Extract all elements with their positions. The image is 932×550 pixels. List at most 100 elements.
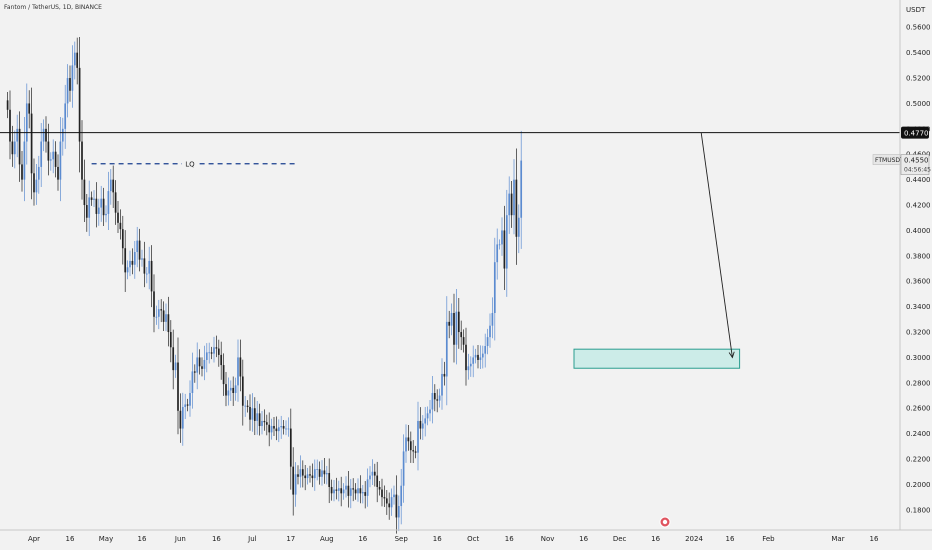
candle-body [138,240,141,260]
y-tick-label: 0.3000 [906,354,931,362]
candle-body [263,420,266,423]
candle-body [102,198,105,216]
y-tick-label: 0.2200 [906,456,931,464]
candle-body [64,103,67,129]
candle-body [165,314,167,322]
time-axis[interactable]: Apr 16 May 16 Jun 16 Jul 17 Aug 16 Sep 16 Oct 16 Nov 16… [28,535,879,543]
candle-body [9,109,11,142]
candle-body [95,198,98,214]
y-tick-label: 0.4000 [906,227,931,235]
candle-body [474,354,477,358]
x-tick-label: Mar [831,535,844,543]
candle-body [177,362,179,411]
candle-body [297,474,299,477]
candle-body [407,437,410,442]
x-tick-label: Apr [28,535,40,543]
candle-body [193,371,196,373]
candle-body [460,332,463,338]
candle-body [78,67,81,142]
y-tick-label: 0.4200 [906,202,931,210]
candle-body [287,428,290,430]
candle-body [277,427,280,432]
candle-body [109,179,112,192]
candle-body [249,406,251,420]
y-tick-label: 0.5400 [906,49,931,57]
candle-body [49,159,52,161]
candle-body [388,503,391,508]
candle-body [417,420,419,453]
candle-body [23,141,26,180]
y-tick-label: 0.3200 [906,329,931,337]
x-tick-label: 16 [138,535,147,543]
candle-body [54,151,57,167]
candle-body [395,494,398,518]
candle-body [203,359,206,369]
candle-body [294,474,297,495]
candle-body [136,240,139,253]
candle-body [76,52,79,68]
candle-body [179,410,182,429]
candle-body [16,128,19,142]
candle-body [462,337,465,345]
candle-body [304,475,307,479]
earnings-event-icon[interactable] [659,516,671,528]
candle-body [436,399,439,401]
candle-body [457,311,460,333]
candle-body [37,166,40,180]
candle-body [342,489,345,494]
x-tick-label: 16 [212,535,221,543]
candle-body [316,469,319,470]
countdown-timer: 04:56:45 [904,167,931,174]
candle-body [121,229,124,249]
candle-body [117,212,119,223]
candle-body [143,258,146,274]
x-tick-label: Dec [613,535,627,543]
candle-body [97,207,100,214]
candle-body [33,173,35,193]
candle-body [292,466,295,495]
candle-body [445,321,448,377]
candle-body [215,347,218,349]
candle-body [429,409,431,414]
candle-body [311,475,314,479]
candle-body [196,357,199,373]
last-price-box [900,154,930,175]
candle-body [309,474,311,476]
candle-body [47,141,50,161]
candle-body [340,488,343,494]
lq-label: LQ [185,160,195,168]
candle-body [275,428,278,432]
candle-body [376,475,379,487]
candle-body [112,179,115,193]
candle-body [85,205,88,218]
projection-arrow-line[interactable] [700,132,733,358]
candle-body [13,141,16,155]
candle-body [333,489,335,494]
candle-body [73,52,76,66]
candle-body [155,316,158,318]
candle-body [493,262,496,313]
candle-body [479,357,482,360]
candle-body [11,141,14,155]
candle-body [66,78,69,104]
candle-body [397,506,400,518]
candle-body [172,347,175,371]
candle-body [234,385,237,393]
candle-body [244,405,247,407]
candle-body [268,424,271,433]
candle-body [227,390,230,396]
candle-body [184,404,187,407]
candle-body [448,321,451,326]
candle-body [251,408,254,420]
y-tick-label: 0.5200 [906,75,931,83]
candle-body [25,103,28,142]
candle-body [83,179,86,206]
y-tick-label: 0.3600 [906,278,931,286]
candle-body [220,354,223,366]
candle-body [157,309,160,317]
demand-zone[interactable] [573,348,741,369]
candle-body [222,365,225,385]
candle-body [191,371,194,393]
candle-body [256,413,259,421]
